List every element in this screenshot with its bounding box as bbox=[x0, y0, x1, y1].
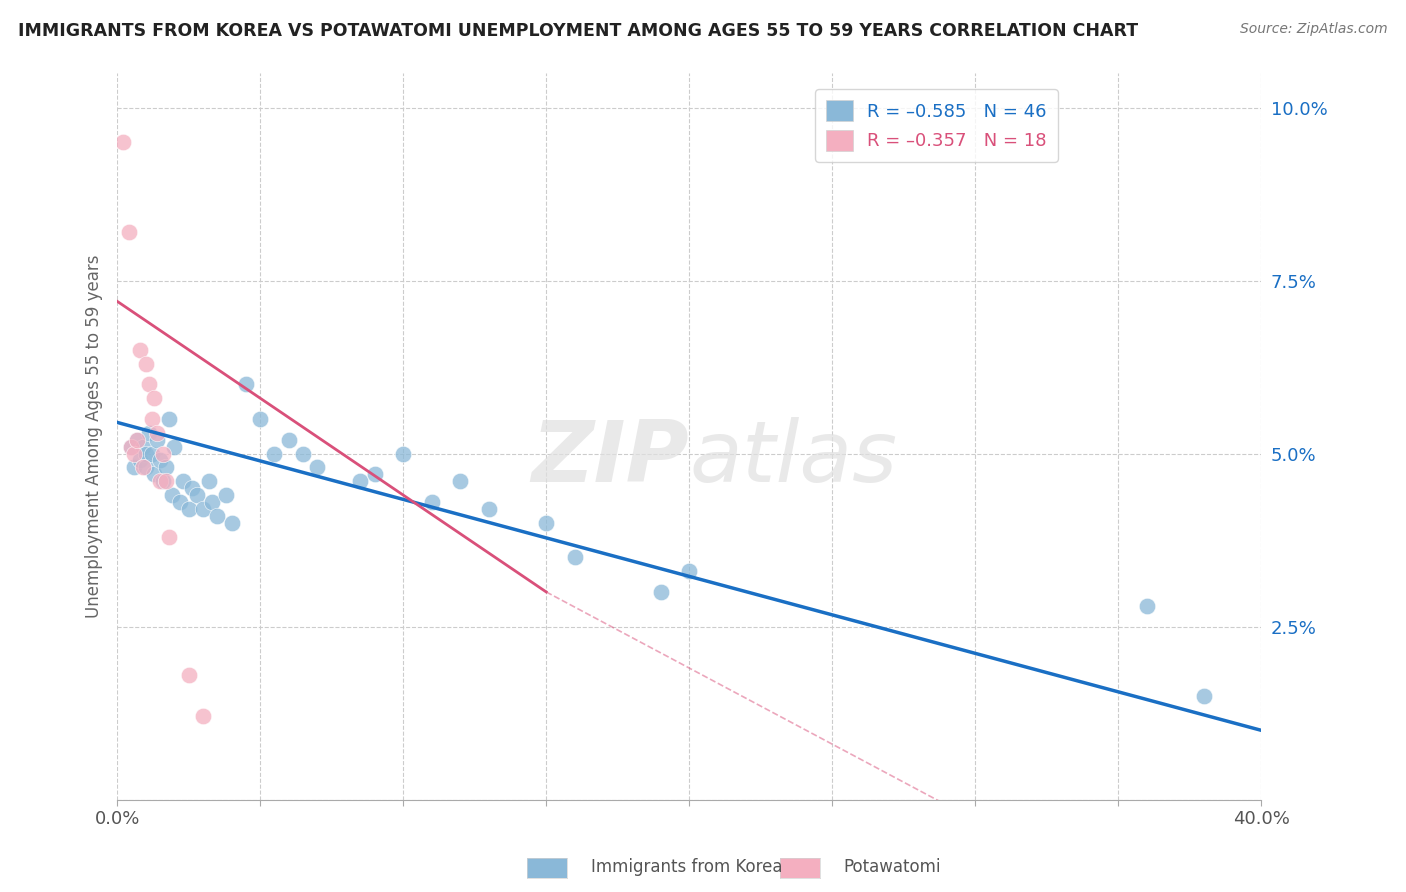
Point bbox=[111, 135, 134, 149]
Point bbox=[478, 502, 501, 516]
Point bbox=[155, 460, 177, 475]
Point bbox=[197, 474, 219, 488]
Point bbox=[292, 446, 315, 460]
Y-axis label: Unemployment Among Ages 55 to 59 years: Unemployment Among Ages 55 to 59 years bbox=[86, 254, 103, 618]
Point bbox=[141, 412, 163, 426]
Point bbox=[1192, 689, 1215, 703]
Point bbox=[124, 446, 146, 460]
Text: Source: ZipAtlas.com: Source: ZipAtlas.com bbox=[1240, 22, 1388, 37]
Point bbox=[146, 433, 169, 447]
Point bbox=[191, 709, 214, 723]
Point bbox=[124, 460, 146, 475]
Point bbox=[534, 516, 557, 530]
Point bbox=[191, 502, 214, 516]
Point bbox=[121, 440, 143, 454]
Point bbox=[138, 425, 160, 440]
Point bbox=[129, 343, 152, 357]
Text: Potawatomi: Potawatomi bbox=[844, 858, 941, 876]
Point bbox=[215, 488, 238, 502]
Point bbox=[200, 495, 222, 509]
Point bbox=[1136, 599, 1159, 613]
Point bbox=[420, 495, 443, 509]
Point bbox=[564, 550, 586, 565]
Point bbox=[221, 516, 243, 530]
Point bbox=[149, 474, 172, 488]
Point bbox=[129, 453, 152, 467]
Point bbox=[160, 488, 183, 502]
Point bbox=[349, 474, 371, 488]
Point bbox=[155, 474, 177, 488]
Text: atlas: atlas bbox=[689, 417, 897, 500]
Point bbox=[207, 508, 229, 523]
Point bbox=[157, 530, 180, 544]
Point bbox=[650, 585, 672, 599]
Point bbox=[235, 377, 257, 392]
Point bbox=[163, 440, 186, 454]
Point bbox=[143, 467, 166, 482]
Point bbox=[143, 391, 166, 405]
Point bbox=[135, 357, 157, 371]
Point bbox=[135, 446, 157, 460]
Point bbox=[678, 564, 700, 578]
Point bbox=[127, 433, 149, 447]
Text: Immigrants from Korea: Immigrants from Korea bbox=[591, 858, 782, 876]
Point bbox=[363, 467, 385, 482]
Point bbox=[180, 481, 202, 495]
Text: ZIP: ZIP bbox=[531, 417, 689, 500]
Point bbox=[277, 433, 299, 447]
Point bbox=[132, 460, 155, 475]
Point bbox=[186, 488, 208, 502]
Point bbox=[138, 377, 160, 392]
Point bbox=[249, 412, 271, 426]
Point bbox=[152, 446, 174, 460]
Point bbox=[135, 460, 157, 475]
Point bbox=[307, 460, 329, 475]
Point bbox=[392, 446, 415, 460]
Point bbox=[172, 474, 194, 488]
Point bbox=[169, 495, 191, 509]
Point bbox=[149, 453, 172, 467]
Point bbox=[146, 425, 169, 440]
Point bbox=[157, 412, 180, 426]
Legend: R = –0.585   N = 46, R = –0.357   N = 18: R = –0.585 N = 46, R = –0.357 N = 18 bbox=[815, 89, 1057, 161]
Point bbox=[127, 433, 149, 447]
Point bbox=[177, 502, 200, 516]
Point bbox=[141, 446, 163, 460]
Point bbox=[132, 440, 155, 454]
Point bbox=[152, 474, 174, 488]
Point bbox=[117, 225, 139, 239]
Point bbox=[121, 440, 143, 454]
Point bbox=[449, 474, 471, 488]
Point bbox=[177, 668, 200, 682]
Text: IMMIGRANTS FROM KOREA VS POTAWATOMI UNEMPLOYMENT AMONG AGES 55 TO 59 YEARS CORRE: IMMIGRANTS FROM KOREA VS POTAWATOMI UNEM… bbox=[18, 22, 1139, 40]
Point bbox=[263, 446, 285, 460]
